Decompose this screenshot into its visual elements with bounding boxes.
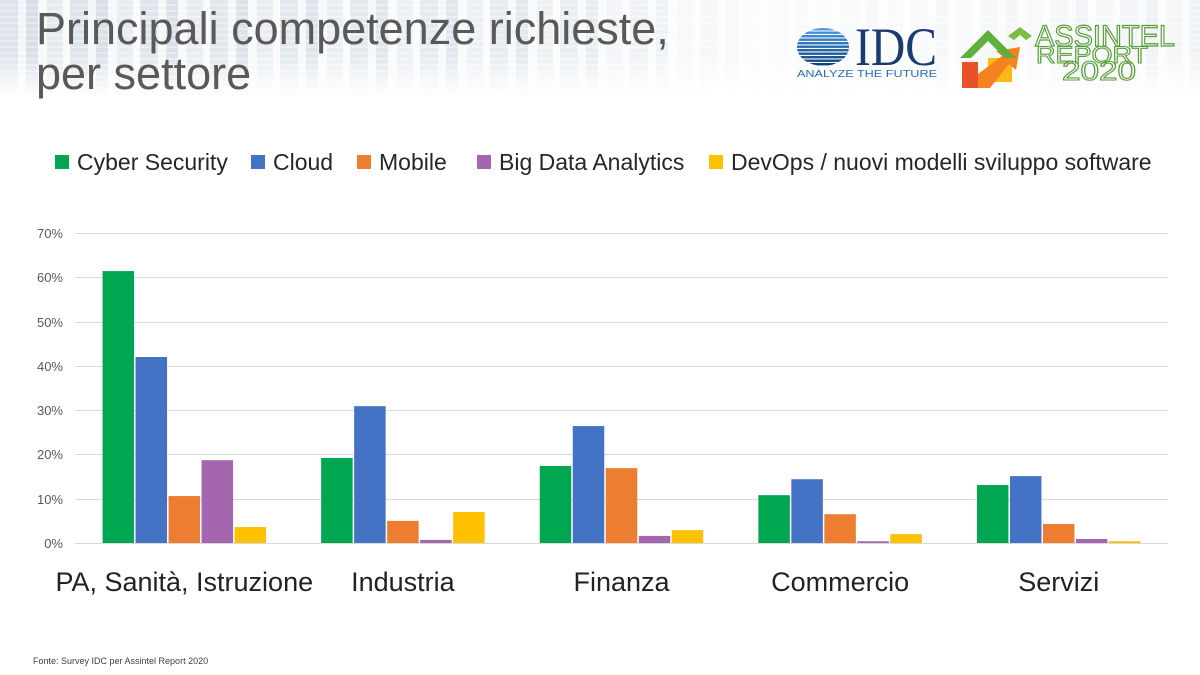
idc-wordmark: IDC [855, 22, 937, 77]
legend-swatch-big-data-analytics [477, 155, 491, 169]
bar-cyber-security-finanza [539, 465, 572, 543]
bar-mobile-commercio [824, 514, 856, 543]
bar-devops-nuovi-modelli-sviluppo-software-commercio [890, 534, 922, 543]
category-label-pa-sanita-istruzione: PA, Sanità, Istruzione [55, 567, 313, 597]
idc-tagline: ANALYZE THE FUTURE [797, 68, 937, 80]
assintel-wordmark-line2: REPORT [1036, 42, 1148, 69]
bar-big-data-analytics-industria [420, 539, 452, 543]
legend-swatch-cloud [251, 155, 265, 169]
idc-logo: IDC ANALYZE THE FUTURE [797, 22, 937, 80]
legend-item-devops: DevOps / nuovi modelli sviluppo software [709, 146, 1152, 178]
bar-cloud-finanza [572, 426, 605, 543]
bar-mobile-servizi [1042, 523, 1075, 543]
legend-item-cyber-security: Cyber Security [55, 146, 228, 178]
house-arrows-icon [960, 27, 1032, 88]
bar-group-servizi [976, 476, 1141, 543]
legend-item-cloud: Cloud [251, 146, 333, 178]
y-tick-label: 50% [37, 315, 63, 330]
page-title: Principali competenze richieste, per set… [36, 3, 669, 99]
legend-label-big-data-analytics: Big Data Analytics [499, 149, 685, 175]
y-axis: 0% 10% 20% 30% 40% 50% 60% 70% [37, 226, 63, 551]
bar-devops-nuovi-modelli-sviluppo-software-servizi [1108, 541, 1141, 543]
legend-label-mobile: Mobile [379, 149, 447, 175]
legend-label-cloud: Cloud [273, 149, 334, 175]
legend-swatch-mobile [357, 155, 371, 169]
bar-devops-nuovi-modelli-sviluppo-software-finanza [671, 530, 704, 543]
chart-legend: Cyber Security Cloud Mobile Big Data Ana… [0, 146, 1200, 178]
bar-mobile-finanza [605, 468, 638, 543]
bar-mobile-pa-sanita-istruzione [168, 496, 201, 543]
category-label-servizi: Servizi [1018, 567, 1099, 597]
y-tick-label: 10% [37, 492, 63, 507]
bar-group-industria [321, 406, 485, 543]
legend-item-big-data-analytics: Big Data Analytics [477, 146, 684, 178]
bar-group-commercio [758, 479, 922, 543]
grouped-bar-chart: 0% 10% 20% 30% 40% 50% 60% 70% PA, Sanità, Istru… [37, 226, 1168, 597]
bar-devops-nuovi-modelli-sviluppo-software-pa-sanita-istruzione [234, 527, 267, 543]
legend-swatch-devops [709, 155, 723, 169]
bar-cyber-security-commercio [758, 495, 790, 543]
y-tick-label: 60% [37, 270, 63, 285]
bar-cyber-security-industria [321, 457, 353, 543]
legend-swatch-cyber-security [55, 155, 69, 169]
y-tick-label: 40% [37, 359, 63, 374]
y-tick-label: 20% [37, 447, 63, 462]
category-label-industria: Industria [351, 567, 456, 597]
bars [102, 271, 1141, 543]
bar-cloud-pa-sanita-istruzione [135, 357, 168, 543]
bar-group-finanza [539, 426, 704, 543]
legend-item-mobile: Mobile [357, 146, 447, 178]
bar-cyber-security-servizi [976, 484, 1009, 543]
y-tick-label: 70% [37, 226, 63, 241]
category-label-commercio: Commercio [771, 567, 909, 597]
bar-cloud-industria [354, 406, 386, 543]
bar-mobile-industria [387, 520, 419, 543]
x-axis: PA, Sanità, Istruzione Industria Finanza Co… [55, 567, 1099, 597]
globe-icon [797, 28, 849, 66]
bar-cyber-security-pa-sanita-istruzione [102, 271, 135, 543]
bar-devops-nuovi-modelli-sviluppo-software-industria [453, 512, 485, 543]
bar-cloud-commercio [791, 479, 823, 543]
legend-label-devops: DevOps / nuovi modelli sviluppo software [731, 149, 1152, 175]
legend-label-cyber-security: Cyber Security [77, 149, 228, 175]
assintel-report-logo: ASSINTEL REPORT 2020 [960, 19, 1176, 88]
bar-big-data-analytics-pa-sanita-istruzione [201, 460, 234, 543]
category-label-finanza: Finanza [573, 567, 670, 597]
y-tick-label: 30% [37, 403, 63, 418]
source-note: Fonte: Survey IDC per Assintel Report 20… [33, 656, 209, 666]
bar-big-data-analytics-commercio [857, 541, 889, 543]
bar-group-pa-sanita-istruzione [102, 271, 267, 543]
bar-big-data-analytics-finanza [638, 535, 671, 543]
bar-big-data-analytics-servizi [1075, 539, 1108, 543]
y-tick-label: 0% [44, 536, 63, 551]
bar-cloud-servizi [1009, 476, 1042, 543]
assintel-wordmark-line3: 2020 [1062, 56, 1136, 86]
assintel-wordmark-line1: ASSINTEL [1035, 20, 1175, 53]
